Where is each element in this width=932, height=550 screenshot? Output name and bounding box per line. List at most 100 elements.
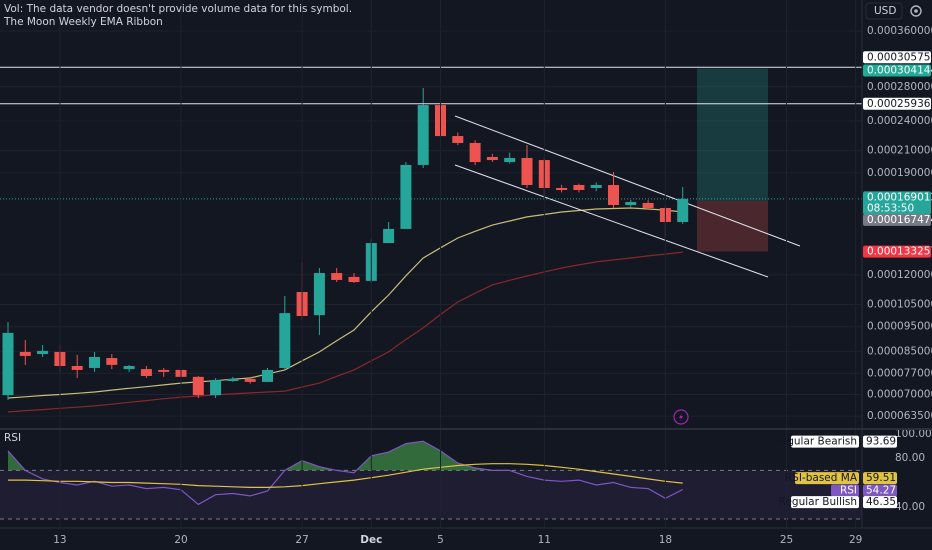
rsi-band bbox=[0, 470, 862, 520]
candle-body bbox=[244, 378, 256, 382]
y-tick-label: 0.000063500 bbox=[867, 410, 932, 422]
channel-line bbox=[454, 164, 769, 278]
target-label: 0.000304144 bbox=[867, 64, 932, 76]
loss-zone bbox=[697, 200, 768, 252]
candle-body bbox=[89, 356, 100, 368]
x-tick-label: 20 bbox=[174, 534, 187, 546]
candle-body bbox=[452, 136, 464, 143]
y-tick-label: 0.000077000 bbox=[867, 367, 932, 379]
candle-body bbox=[556, 187, 568, 190]
price-pane bbox=[0, 30, 862, 417]
rsi-label-box bbox=[831, 484, 859, 497]
candle-body bbox=[331, 273, 343, 280]
candle-body bbox=[2, 332, 14, 396]
last-price-label: 0.000169012 bbox=[867, 191, 932, 203]
x-tick-label: Dec bbox=[360, 534, 382, 546]
x-tick-label: 29 bbox=[849, 534, 862, 546]
rsi-label: Regular Bullish bbox=[779, 496, 857, 508]
rsi-label: RSI-based MA bbox=[785, 472, 858, 484]
level-label-box bbox=[863, 51, 931, 64]
candle-body bbox=[71, 365, 83, 370]
stop-label: 0.000133257 bbox=[867, 246, 932, 258]
last-price-label-box bbox=[863, 191, 931, 215]
rsi-line bbox=[7, 440, 683, 506]
candle-body bbox=[642, 202, 654, 208]
rsi-value: 54.27 bbox=[866, 484, 896, 496]
candle-body bbox=[521, 157, 533, 186]
rsi-tick-label: 100.00 bbox=[895, 428, 932, 440]
rsi-tick-label: 80.00 bbox=[895, 452, 925, 464]
candle-body bbox=[279, 313, 291, 368]
y-tick-label: 0.000070000 bbox=[867, 389, 932, 401]
candle-body bbox=[158, 369, 170, 372]
x-tick-label: 27 bbox=[295, 534, 308, 546]
rsi-label: RSI bbox=[840, 484, 857, 496]
level-label: 0.000259363 bbox=[867, 98, 932, 110]
y-tick-label: 0.000280000 bbox=[867, 81, 932, 93]
candle-body bbox=[19, 351, 31, 356]
candle-body bbox=[417, 105, 429, 165]
x-tick-label: 25 bbox=[780, 534, 793, 546]
entry-label-box bbox=[863, 213, 931, 226]
profit-zone bbox=[697, 68, 768, 201]
currency-button[interactable] bbox=[865, 2, 903, 20]
rsi-tick-label: 40.00 bbox=[895, 501, 925, 513]
channel-line bbox=[454, 115, 801, 247]
rsi-label-box bbox=[791, 496, 859, 509]
x-tick-label: 13 bbox=[53, 534, 66, 546]
candle-body bbox=[573, 185, 585, 190]
ema-ribbon-line bbox=[7, 251, 683, 413]
candle-body bbox=[469, 142, 481, 163]
x-tick-label: 5 bbox=[437, 534, 444, 546]
rsi-pane bbox=[0, 440, 862, 520]
currency[interactable]: USD bbox=[874, 5, 896, 17]
rsi-value-box bbox=[863, 472, 897, 485]
candle-body bbox=[625, 202, 637, 206]
y-tick-label: 0.000105000 bbox=[867, 299, 932, 311]
candle-body bbox=[383, 228, 395, 244]
last-price-label: 08:53:50 bbox=[867, 202, 914, 214]
y-tick-label: 0.000360000 bbox=[867, 25, 932, 37]
candle-body bbox=[123, 365, 135, 370]
candle-body bbox=[348, 276, 360, 283]
rsi-value-box bbox=[863, 484, 897, 497]
rsi-title: RSI bbox=[4, 432, 21, 444]
level-label: 0.000305755 bbox=[867, 51, 932, 63]
y-tick-label: 0.000240000 bbox=[867, 115, 932, 127]
y-tick-label: 0.000210000 bbox=[867, 145, 932, 157]
volume-note: Vol: The data vendor doesn't provide vol… bbox=[4, 3, 352, 15]
rsi-line bbox=[8, 463, 683, 488]
candle-body bbox=[37, 350, 49, 355]
y-tick-label: 0.000095000 bbox=[867, 321, 932, 333]
candle-body bbox=[106, 358, 118, 365]
x-tick-label: 11 bbox=[538, 534, 551, 546]
axes: 13 20 27 Dec 5 11 18 25 29 0.000360000 0.000280000… bbox=[53, 0, 932, 546]
alert-icon[interactable] bbox=[673, 409, 689, 425]
candle-body bbox=[210, 380, 222, 396]
indicator-name: The Moon Weekly EMA Ribbon bbox=[3, 16, 163, 28]
y-tick-label: 0.000085000 bbox=[867, 345, 932, 357]
settings-icon[interactable] bbox=[910, 5, 922, 17]
rsi-label: Regular Bearish bbox=[774, 436, 857, 448]
rsi-value: 59.51 bbox=[866, 472, 896, 484]
candle-body bbox=[140, 369, 152, 376]
candle-body bbox=[227, 378, 239, 381]
rsi-value-box bbox=[863, 496, 897, 509]
candle-body bbox=[677, 198, 689, 222]
y-tick-label: 0.000120000 bbox=[867, 269, 932, 281]
candle-body bbox=[590, 185, 602, 188]
candle-body bbox=[504, 157, 516, 163]
target-label-box bbox=[863, 64, 931, 77]
candle-body bbox=[486, 156, 498, 161]
stop-label-box bbox=[863, 245, 931, 258]
candle-body bbox=[400, 164, 412, 229]
y-tick-label: 0.000190000 bbox=[867, 167, 932, 179]
rsi-value: 46.35 bbox=[866, 496, 896, 508]
level-label-box bbox=[863, 97, 931, 110]
entry-label: 0.000167474 bbox=[867, 214, 932, 226]
ema-ribbon-line bbox=[7, 207, 683, 399]
rsi-label-box bbox=[791, 435, 859, 448]
candle-body bbox=[313, 273, 325, 316]
rsi-value-box bbox=[863, 435, 897, 448]
